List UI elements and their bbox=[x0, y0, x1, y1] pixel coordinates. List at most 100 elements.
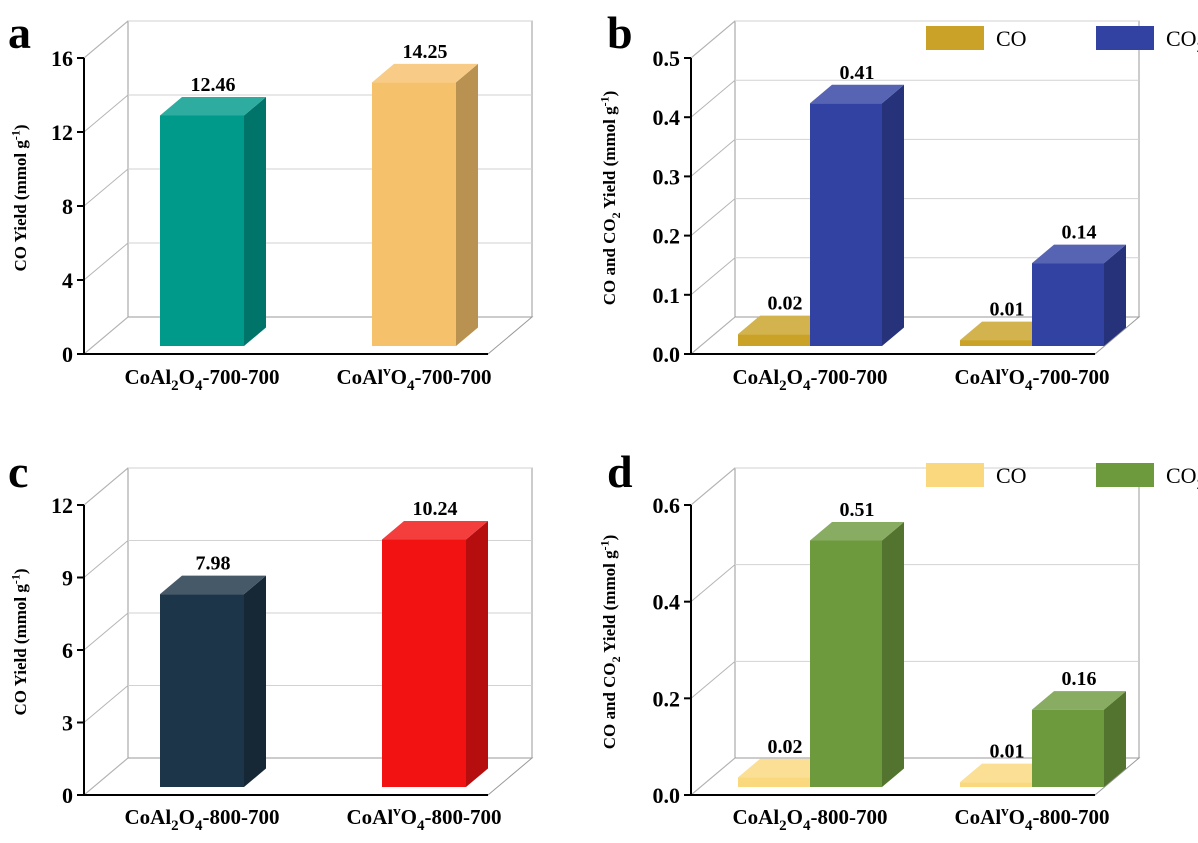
category-label: CoAl2O4-700-700 bbox=[124, 365, 279, 394]
tick-diagonal bbox=[690, 20, 736, 59]
bar-co-1 bbox=[160, 575, 266, 787]
tick-diagonal bbox=[690, 139, 736, 177]
bar-co-2-front bbox=[382, 539, 466, 787]
y-tick-label: 0.2 bbox=[653, 224, 681, 249]
panel-letter: c bbox=[8, 446, 28, 497]
bar-co-2-top bbox=[382, 521, 488, 540]
tick-diagonal bbox=[83, 20, 129, 59]
chart-b: 0.0 0.1 0.2 0.3 0.4 0.5 CO and CO2 Yield (mmol… bbox=[598, 7, 1198, 394]
data-label: 0.02 bbox=[768, 736, 803, 758]
y-axis-label: CO Yield (mmol g-1) bbox=[9, 568, 31, 715]
bar-co2-1 bbox=[810, 84, 904, 346]
y-tick-label: 4 bbox=[62, 268, 73, 293]
bar-co2-1-side bbox=[882, 522, 904, 787]
y-tick-label: 6 bbox=[62, 638, 73, 663]
y-tick-label: 16 bbox=[51, 46, 73, 71]
y-tick-label: 0.0 bbox=[653, 342, 681, 367]
chart-d: 0.0 0.2 0.4 0.6 CO and CO2 Yield (mmol g-1) d… bbox=[598, 446, 1198, 834]
tick-diagonal bbox=[690, 757, 736, 796]
bar-co-2-top bbox=[960, 763, 1054, 783]
bar-co-1-front bbox=[160, 115, 244, 347]
data-label: 0.16 bbox=[1062, 668, 1097, 690]
bar-co-1-side bbox=[244, 575, 266, 787]
tick-diagonal bbox=[83, 757, 129, 796]
tick-diagonal bbox=[690, 198, 736, 236]
legend-label: CO2 bbox=[1166, 463, 1198, 493]
tick-diagonal bbox=[83, 316, 129, 355]
tick-diagonal bbox=[83, 685, 129, 723]
y-tick-label: 0.6 bbox=[653, 493, 681, 518]
category-label: CoAlvO4-800-700 bbox=[954, 804, 1109, 834]
tick-diagonal bbox=[83, 94, 129, 133]
bar-co-2-top bbox=[372, 63, 478, 83]
bar-co2-2-top bbox=[1032, 691, 1126, 710]
data-label: 10.24 bbox=[413, 498, 458, 520]
tick-diagonal bbox=[690, 316, 736, 355]
bar-co2-2 bbox=[1032, 691, 1126, 787]
bar-co-2-front bbox=[960, 782, 1032, 787]
bar-co2-2-top bbox=[1032, 244, 1126, 264]
tick-diagonal bbox=[690, 467, 736, 506]
y-tick-label: 12 bbox=[51, 120, 73, 145]
y-axis-label: CO and CO2 Yield (mmol g-1) bbox=[598, 91, 623, 306]
bar-co2-2-front bbox=[1032, 263, 1104, 346]
data-label: 0.14 bbox=[1062, 222, 1097, 244]
category-label: CoAlvO4-700-700 bbox=[954, 364, 1109, 394]
y-tick-label: 0 bbox=[62, 783, 73, 808]
y-axis-label: CO and CO2 Yield (mmol g-1) bbox=[598, 535, 623, 750]
bar-co-2-front bbox=[960, 340, 1032, 346]
data-label: 0.01 bbox=[990, 299, 1025, 321]
tick-diagonal bbox=[690, 660, 736, 699]
bar-co-1-top bbox=[738, 758, 832, 778]
tick-diagonal bbox=[690, 257, 736, 296]
y-tick-label: 9 bbox=[62, 566, 73, 591]
bar-co-2-front bbox=[372, 82, 456, 346]
bar-co2-2 bbox=[1032, 244, 1126, 346]
legend-label: CO bbox=[996, 463, 1027, 488]
chart-a: 0 4 8 12 16 CO Yield (mmol g-1) a 12.46 CoAl2O4-… bbox=[8, 7, 534, 394]
category-label: CoAlvO4-800-700 bbox=[346, 804, 501, 834]
data-label: 0.41 bbox=[840, 62, 875, 84]
panel-letter: d bbox=[607, 446, 633, 497]
y-axis-label: CO Yield (mmol g-1) bbox=[9, 124, 31, 271]
data-label: 0.02 bbox=[768, 293, 803, 315]
bar-co-1-top bbox=[160, 575, 266, 595]
y-tick-label: 0.0 bbox=[653, 783, 681, 808]
data-label: 0.51 bbox=[840, 499, 875, 521]
bar-co-1-top bbox=[738, 315, 832, 335]
data-label: 0.01 bbox=[990, 741, 1025, 763]
y-tick-label: 0.4 bbox=[653, 105, 681, 130]
category-label: CoAlvO4-700-700 bbox=[336, 364, 491, 394]
bar-co-1-front bbox=[738, 777, 810, 787]
bar-co-1-top bbox=[160, 96, 266, 116]
tick-diagonal bbox=[690, 564, 736, 603]
bar-co-2-top bbox=[960, 321, 1054, 341]
legend-label: CO2 bbox=[1166, 26, 1198, 56]
y-tick-label: 0.4 bbox=[653, 590, 681, 615]
bar-co2-1-front bbox=[810, 540, 882, 787]
bar-co2-1-side bbox=[882, 84, 904, 346]
category-label: CoAl2O4-700-700 bbox=[732, 365, 887, 394]
bar-co-1-front bbox=[738, 334, 810, 346]
bar-co-2-side bbox=[456, 63, 478, 346]
y-tick-label: 0.2 bbox=[653, 686, 681, 711]
tick-diagonal bbox=[83, 242, 129, 281]
tick-diagonal bbox=[83, 540, 129, 578]
bar-co2-1-top bbox=[810, 522, 904, 541]
bar-co2-1-top bbox=[810, 84, 904, 104]
legend: CO CO2 bbox=[926, 463, 1198, 493]
y-tick-label: 12 bbox=[51, 493, 73, 518]
bar-co-1-side bbox=[244, 96, 266, 347]
y-tick-label: 0.3 bbox=[653, 164, 681, 189]
bar-co-1 bbox=[160, 96, 266, 347]
bar-co-2 bbox=[382, 521, 488, 787]
chart-c: 0 3 6 9 12 CO Yield (mmol g-1) c 7.98 CoAl2O4-80… bbox=[8, 446, 534, 834]
bar-co2-2-front bbox=[1032, 709, 1104, 787]
legend-swatch bbox=[1096, 26, 1154, 50]
data-label: 14.25 bbox=[403, 41, 448, 63]
y-tick-label: 8 bbox=[62, 194, 73, 219]
bar-co2-2-side bbox=[1104, 691, 1126, 787]
bar-co-2 bbox=[372, 63, 478, 346]
tick-diagonal bbox=[83, 467, 129, 506]
